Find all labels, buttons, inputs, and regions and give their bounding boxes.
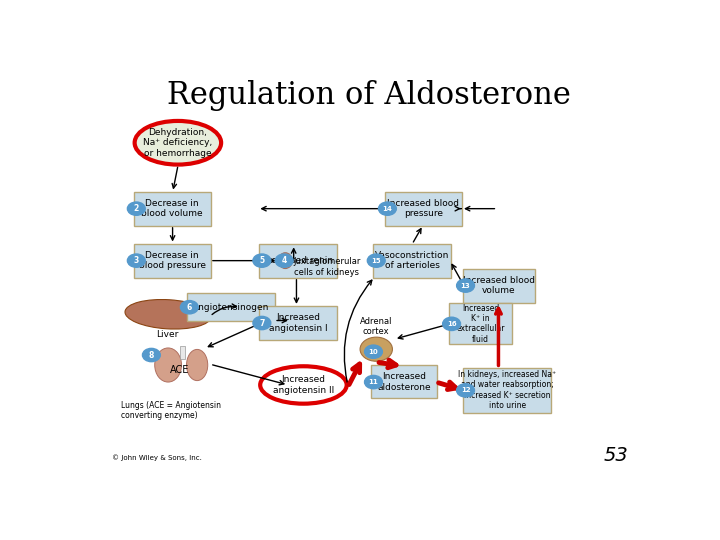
- Text: © John Wiley & Sons, Inc.: © John Wiley & Sons, Inc.: [112, 454, 202, 461]
- Text: 2: 2: [134, 204, 139, 213]
- FancyBboxPatch shape: [384, 192, 462, 226]
- Circle shape: [456, 279, 474, 292]
- Circle shape: [364, 345, 382, 359]
- Text: 16: 16: [447, 321, 456, 327]
- Text: Angiotensinogen: Angiotensinogen: [193, 302, 269, 312]
- FancyBboxPatch shape: [133, 244, 211, 278]
- Text: 8: 8: [149, 350, 154, 360]
- Text: Lungs (ACE = Angiotensin
converting enzyme): Lungs (ACE = Angiotensin converting enzy…: [121, 401, 221, 421]
- Text: 4: 4: [282, 256, 287, 265]
- Text: 15: 15: [372, 258, 381, 264]
- Text: 11: 11: [369, 379, 378, 385]
- Text: Juxtaglomerular
cells of kidneys: Juxtaglomerular cells of kidneys: [294, 257, 361, 276]
- FancyBboxPatch shape: [259, 244, 337, 278]
- Text: Increased blood
volume: Increased blood volume: [463, 276, 535, 295]
- Text: 6: 6: [186, 303, 192, 312]
- Text: 7: 7: [259, 319, 264, 328]
- Ellipse shape: [360, 337, 392, 361]
- FancyBboxPatch shape: [259, 306, 337, 340]
- Circle shape: [275, 254, 293, 267]
- Text: Increased
K⁺ in
extracellular
fluid: Increased K⁺ in extracellular fluid: [456, 303, 505, 344]
- FancyBboxPatch shape: [374, 244, 451, 278]
- Text: 3: 3: [134, 256, 139, 265]
- Ellipse shape: [260, 366, 347, 404]
- Bar: [180, 346, 186, 359]
- Text: Decrease in
blood volume: Decrease in blood volume: [142, 199, 203, 218]
- Circle shape: [127, 202, 145, 215]
- Text: 13: 13: [461, 282, 470, 288]
- Text: ACE: ACE: [170, 364, 189, 375]
- Text: Dehydration,
Na⁺ deficiency,
or hemorrhage: Dehydration, Na⁺ deficiency, or hemorrha…: [143, 128, 212, 158]
- Text: Regulation of Aldosterone: Regulation of Aldosterone: [167, 80, 571, 111]
- Text: Increased
angiotensin I: Increased angiotensin I: [269, 313, 327, 333]
- Circle shape: [364, 375, 382, 389]
- Ellipse shape: [135, 121, 221, 165]
- Text: Increased
angiotensin II: Increased angiotensin II: [273, 375, 334, 395]
- Circle shape: [127, 254, 145, 267]
- Circle shape: [253, 254, 271, 267]
- Text: In kidneys, increased Na⁺
and water reabsorption;
increased K⁺ secretion
into ur: In kidneys, increased Na⁺ and water reab…: [458, 370, 556, 410]
- Circle shape: [443, 317, 461, 330]
- FancyBboxPatch shape: [186, 293, 275, 321]
- FancyBboxPatch shape: [371, 366, 437, 399]
- FancyBboxPatch shape: [133, 192, 211, 226]
- Ellipse shape: [155, 348, 181, 382]
- Text: 5: 5: [259, 256, 264, 265]
- Ellipse shape: [186, 349, 208, 381]
- Circle shape: [456, 384, 474, 397]
- Text: 53: 53: [603, 446, 629, 465]
- Circle shape: [143, 348, 161, 362]
- Text: Increased renin: Increased renin: [263, 256, 333, 265]
- Text: 12: 12: [461, 387, 470, 393]
- Text: Liver: Liver: [156, 330, 178, 339]
- Text: Vasoconstriction
of arterioles: Vasoconstriction of arterioles: [375, 251, 449, 271]
- Circle shape: [379, 202, 396, 215]
- Text: Adrenal
cortex: Adrenal cortex: [360, 317, 392, 336]
- Text: 14: 14: [382, 206, 392, 212]
- Text: Decrease in
blood pressure: Decrease in blood pressure: [139, 251, 206, 271]
- Circle shape: [181, 301, 198, 314]
- Ellipse shape: [279, 253, 292, 268]
- Text: Increased blood
pressure: Increased blood pressure: [387, 199, 459, 218]
- Circle shape: [367, 254, 385, 267]
- FancyBboxPatch shape: [463, 368, 552, 413]
- Ellipse shape: [125, 300, 211, 329]
- Text: Increased
aldosterone: Increased aldosterone: [377, 372, 431, 391]
- FancyBboxPatch shape: [449, 303, 513, 344]
- Text: 10: 10: [369, 349, 378, 355]
- Circle shape: [253, 316, 271, 329]
- FancyBboxPatch shape: [463, 268, 535, 302]
